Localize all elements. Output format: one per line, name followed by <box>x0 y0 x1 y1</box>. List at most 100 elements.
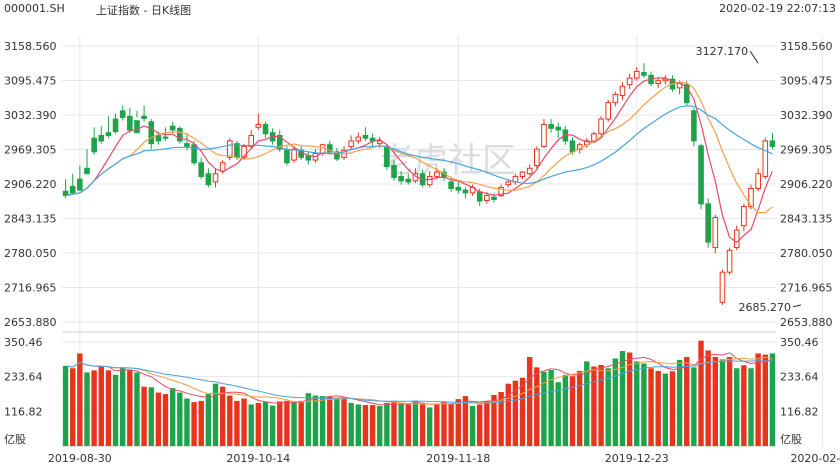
volume-bar <box>634 361 640 446</box>
volume-bar <box>526 356 533 446</box>
candle-down <box>91 137 97 153</box>
candle-up <box>241 145 247 158</box>
volume-tick-left: 350.46 <box>4 336 43 349</box>
volume-bar <box>769 353 776 446</box>
volume-bar <box>419 404 426 446</box>
volume-bar <box>469 405 476 446</box>
volume-bar <box>598 364 604 446</box>
volume-tick-right: 116.82 <box>780 405 819 418</box>
price-tick-right: 3158.560 <box>780 40 833 53</box>
candle-up <box>619 85 626 97</box>
candle-down <box>69 185 76 194</box>
volume-bar <box>705 350 711 446</box>
price-tick-right: 2969.305 <box>780 144 833 157</box>
volume-bar <box>626 352 633 446</box>
volume-bar <box>541 371 547 446</box>
volume-bar <box>719 359 726 446</box>
price-tick-right: 2716.965 <box>780 282 833 295</box>
price-tick-right: 2780.050 <box>780 247 833 260</box>
volume-bar <box>191 402 197 446</box>
candle-down <box>384 145 390 168</box>
volume-bar <box>405 404 411 446</box>
candle-up <box>733 229 740 249</box>
volume-bar <box>741 365 747 446</box>
candle-down <box>191 144 197 164</box>
volume-tick-right: 233.64 <box>780 371 819 384</box>
volume-bar <box>427 407 433 446</box>
volume-bar <box>362 405 369 446</box>
volume-bar <box>491 394 497 446</box>
volume-bar <box>505 383 511 446</box>
volume-bar <box>227 395 233 446</box>
candle-down <box>334 151 340 160</box>
candle-up <box>255 124 262 128</box>
volume-bar <box>105 370 112 446</box>
candle-down <box>683 84 690 104</box>
candle-down <box>184 143 190 147</box>
date-tick: 2019-12-23 <box>605 452 669 465</box>
volume-bar <box>305 393 312 446</box>
volume-bar <box>219 386 226 446</box>
date-tick: 2019-10-14 <box>226 452 290 465</box>
volume-bar <box>277 401 283 446</box>
volume-bar <box>755 353 761 446</box>
volume-bar <box>605 368 611 446</box>
candle-up <box>484 195 490 202</box>
volume-bar <box>612 358 619 446</box>
volume-bar <box>669 371 676 446</box>
candle-up <box>598 118 604 135</box>
candle-down <box>641 72 647 76</box>
vol-ma5-line <box>65 352 773 406</box>
volume-bar <box>169 388 176 446</box>
candle-down <box>262 124 269 135</box>
candle-down <box>405 178 412 183</box>
symbol-label: 000001.SH <box>4 2 65 15</box>
volume-bar <box>334 397 340 446</box>
candle-down <box>548 124 554 129</box>
volume-bar <box>534 367 540 446</box>
price-tick-right: 2906.220 <box>780 178 833 191</box>
ma5-line <box>65 77 773 244</box>
candle-down <box>691 110 697 142</box>
volume-bar <box>234 400 240 446</box>
candle-down <box>698 145 704 205</box>
price-tick-left: 3158.560 <box>4 40 57 53</box>
volume-bar <box>476 404 483 446</box>
volume-bar <box>91 370 97 446</box>
volume-bar <box>291 402 297 446</box>
volume-bar <box>205 394 212 446</box>
volume-bar <box>284 400 290 446</box>
price-tick-left: 2653.880 <box>4 316 57 329</box>
volume-bar <box>212 383 219 446</box>
candle-down <box>491 196 497 200</box>
volume-tick-left: 233.64 <box>4 371 43 384</box>
date-tick: 2019-11-18 <box>426 452 490 465</box>
candle-down <box>177 127 183 142</box>
axis-labels: 3158.560 3158.560 3095.475 3095.475 3032.390… <box>4 40 840 465</box>
candle-up <box>376 140 383 145</box>
candle-down <box>205 173 212 186</box>
volume-bar <box>569 376 576 446</box>
ma20-line <box>65 105 773 197</box>
volume-bar <box>684 356 690 446</box>
volume-bar <box>134 372 140 446</box>
date-tick: 2019-08-30 <box>48 452 112 465</box>
volume-bar <box>127 370 133 446</box>
volume-bar <box>327 396 333 446</box>
candle-down <box>569 140 576 153</box>
volume-bar <box>241 398 247 446</box>
volume-bar <box>455 399 461 446</box>
volume-unit-right: 亿股 <box>780 433 802 446</box>
candle-up <box>426 175 433 186</box>
volume-bar <box>355 404 362 446</box>
candle-up <box>498 186 504 197</box>
candle-up <box>526 167 533 175</box>
vol-ma20-line <box>65 360 773 404</box>
candle-down <box>555 126 562 131</box>
volume-bar <box>734 368 740 446</box>
candle-down <box>448 181 454 189</box>
vol-ma10-line <box>65 356 773 405</box>
annotation-leader <box>792 304 802 308</box>
volume-bar <box>434 403 440 446</box>
